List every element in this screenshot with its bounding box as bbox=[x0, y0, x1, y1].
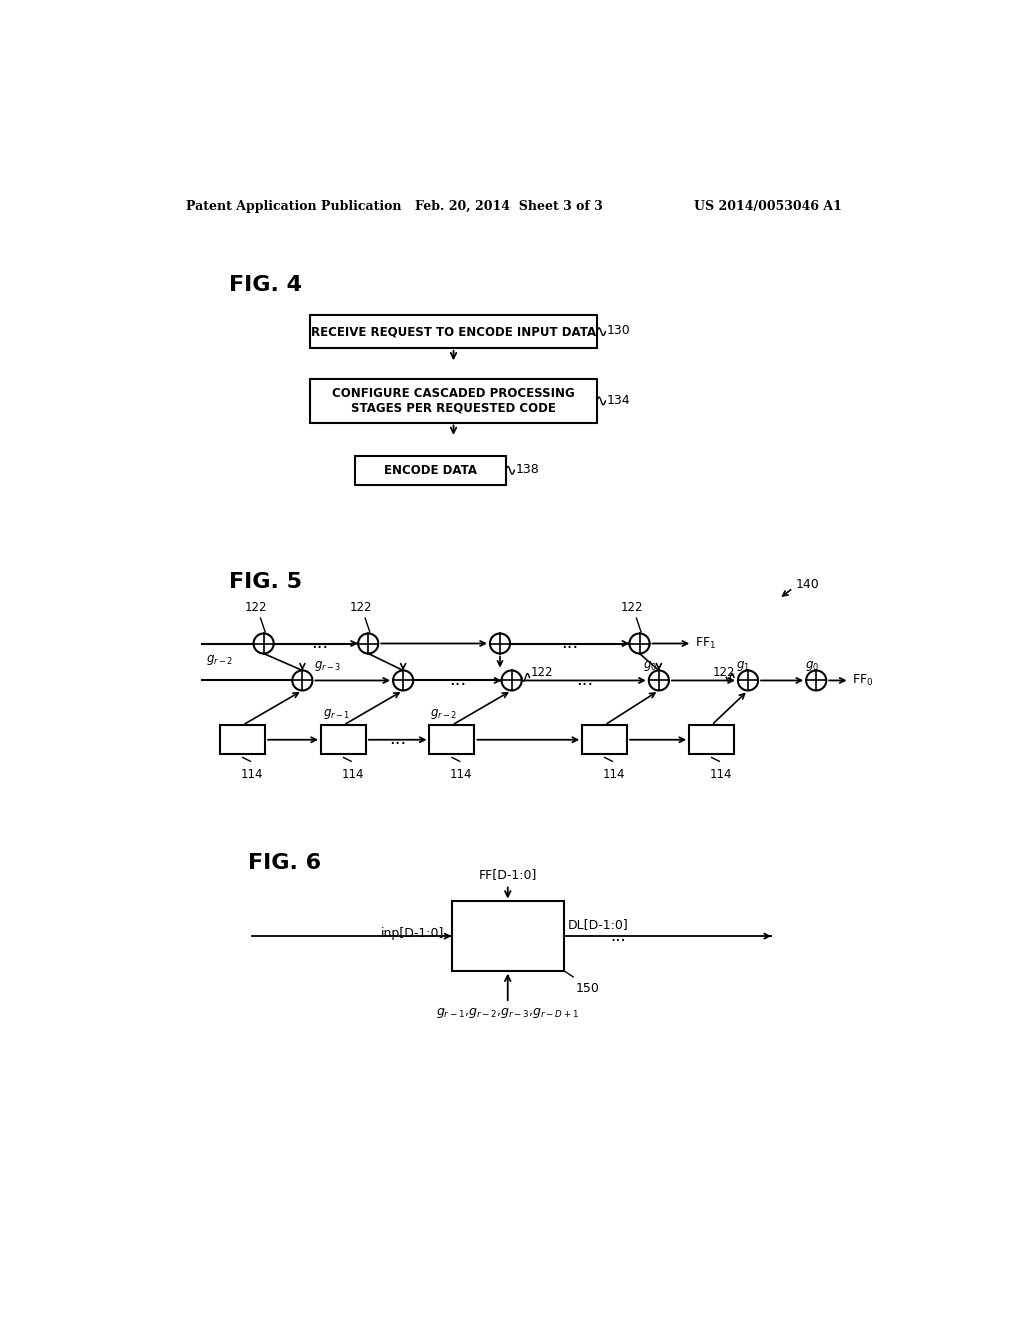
Text: DL[D-1:0]: DL[D-1:0] bbox=[568, 917, 629, 931]
Text: 114: 114 bbox=[241, 768, 263, 781]
Text: 134: 134 bbox=[607, 393, 631, 407]
Text: $g_1$: $g_1$ bbox=[736, 659, 751, 673]
Text: ...: ... bbox=[561, 634, 579, 652]
Text: 122: 122 bbox=[621, 601, 643, 614]
Bar bbox=[354, 455, 506, 484]
Text: CONFIGURE CASCADED PROCESSING
STAGES PER REQUESTED CODE: CONFIGURE CASCADED PROCESSING STAGES PER… bbox=[332, 387, 574, 414]
Bar bbox=[583, 725, 627, 755]
Text: $g_{r-1}$: $g_{r-1}$ bbox=[324, 708, 351, 721]
Text: Patent Application Publication: Patent Application Publication bbox=[186, 199, 401, 213]
Text: ...: ... bbox=[311, 634, 328, 652]
Text: 130: 130 bbox=[607, 325, 631, 338]
Text: FIG. 5: FIG. 5 bbox=[228, 572, 302, 591]
Bar bbox=[220, 725, 265, 755]
Text: 122: 122 bbox=[531, 667, 554, 680]
Text: Feb. 20, 2014  Sheet 3 of 3: Feb. 20, 2014 Sheet 3 of 3 bbox=[415, 199, 602, 213]
Text: ENCODE DATA: ENCODE DATA bbox=[384, 463, 477, 477]
Text: $g_{r-2}$: $g_{r-2}$ bbox=[206, 653, 232, 668]
Bar bbox=[429, 725, 474, 755]
Text: FF$_1$: FF$_1$ bbox=[694, 636, 716, 651]
Text: inp[D-1:0]: inp[D-1:0] bbox=[381, 927, 443, 940]
Bar bbox=[689, 725, 734, 755]
Text: $g_{r-3}$: $g_{r-3}$ bbox=[314, 659, 341, 673]
Text: ...: ... bbox=[577, 671, 594, 689]
Text: 114: 114 bbox=[450, 768, 472, 781]
Text: 122: 122 bbox=[245, 601, 267, 614]
Text: $g_0$: $g_0$ bbox=[643, 659, 657, 673]
Text: FIG. 4: FIG. 4 bbox=[228, 276, 302, 296]
Text: 114: 114 bbox=[603, 768, 626, 781]
Bar bbox=[310, 315, 597, 348]
Text: ...: ... bbox=[389, 730, 407, 748]
Text: ...: ... bbox=[610, 927, 626, 945]
Text: 138: 138 bbox=[516, 463, 540, 477]
Bar bbox=[310, 379, 597, 422]
Text: RECEIVE REQUEST TO ENCODE INPUT DATA: RECEIVE REQUEST TO ENCODE INPUT DATA bbox=[311, 325, 596, 338]
Bar bbox=[321, 725, 366, 755]
Text: 114: 114 bbox=[341, 768, 364, 781]
Text: FF$_0$: FF$_0$ bbox=[852, 673, 873, 688]
Text: ...: ... bbox=[449, 671, 466, 689]
Text: $g_{r-1}$,$g_{r-2}$,$g_{r-3}$,$g_{r-D+1}$: $g_{r-1}$,$g_{r-2}$,$g_{r-3}$,$g_{r-D+1}… bbox=[436, 1006, 580, 1020]
Text: 122: 122 bbox=[349, 601, 372, 614]
Text: $g_{r-2}$: $g_{r-2}$ bbox=[430, 708, 458, 721]
Text: 122: 122 bbox=[713, 667, 735, 680]
Text: FIG. 6: FIG. 6 bbox=[248, 853, 322, 873]
Text: $g_0$: $g_0$ bbox=[805, 659, 818, 673]
Text: 150: 150 bbox=[575, 982, 599, 994]
Text: 114: 114 bbox=[710, 768, 732, 781]
Text: US 2014/0053046 A1: US 2014/0053046 A1 bbox=[693, 199, 842, 213]
Bar bbox=[452, 902, 564, 970]
Text: FF[D-1:0]: FF[D-1:0] bbox=[478, 869, 537, 880]
Text: 140: 140 bbox=[796, 578, 820, 591]
